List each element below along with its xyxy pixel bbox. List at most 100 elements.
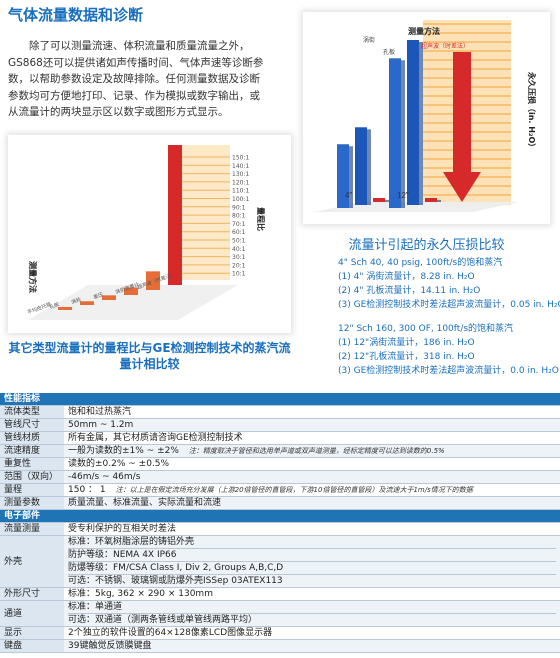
section-header: 电子部件 (0, 509, 560, 523)
decrease-arrow (443, 52, 481, 202)
spec-table: 性能指标 流体类型 饱和和过热蒸汽 管线尺寸 50mm ~ 1.2m 管线材质 所有金属，其… (0, 393, 560, 653)
row-value: 50mm ~ 1.2m (64, 418, 560, 432)
range-ratio-title: 其它类型流量计的量程比与GE检测控制技术的蒸汽流量计相比较 (8, 341, 291, 371)
row-value: 受专利保护的互相关时差法 (64, 522, 560, 536)
row-value: 2个独立的软件设置的64×128像素LCD图像显示器 (64, 626, 560, 640)
row-label: 流速精度 (0, 444, 64, 458)
row-value-line: 防护等级：NEMA 4X IP66 (68, 548, 556, 561)
row-label: 管线尺寸 (0, 418, 64, 432)
bar-1-2 (425, 198, 437, 202)
category-label-1: 12" (397, 191, 409, 200)
section-header: 性能指标 (0, 393, 560, 406)
y-tick-label: 10:1 (232, 271, 246, 278)
table-row: 流速精度 一般为读数的±1% ~ ±2% 注：精度取决于管径和选用单声道或双声道测量… (0, 444, 560, 458)
bar-2 (102, 295, 116, 300)
bar-0-1 (355, 127, 367, 205)
row-label: 外形尺寸 (0, 587, 64, 601)
row-value: 标准：5kg, 362 × 290 × 130mm (64, 587, 560, 601)
row-label: 范围（双向） (0, 470, 64, 484)
row-value-text: 所有金属，其它材质请咨询GE检测控制技术 (68, 433, 243, 443)
category-label-0: 4" (345, 191, 352, 200)
bar-side-1-1 (419, 42, 423, 205)
row-value-text: 39键触觉反馈膜键盘 (68, 641, 152, 651)
row-value-text: 2个独立的软件设置的64×128像素LCD图像显示器 (68, 628, 273, 638)
x-axis-title: 测量方法 (28, 261, 38, 293)
bar-0-2 (373, 198, 385, 202)
table-row: 通道 标准：单通道 可选：双通道（测两条管线或单管线两路平均） (0, 600, 560, 627)
bar-1 (80, 301, 94, 305)
row-value-text: 一般为读数的±1% ~ ±2% (68, 446, 179, 456)
y-tick-label: 50:1 (232, 238, 246, 245)
row-note: 注：以上是在假定流场充分发展（上游20倍管径的直管段，下游10倍管径的直管段）及… (115, 486, 473, 494)
row-label: 量程 (0, 483, 64, 497)
row-value-text: 50mm ~ 1.2m (68, 420, 134, 430)
bar-1-0 (389, 58, 401, 208)
bar-4 (146, 271, 160, 290)
series-label-3: 超声波（时差法） (421, 42, 469, 50)
section-heading: 气体流量数据和诊断 (8, 6, 144, 24)
row-value-line: 防爆等级：FM/CSA Class I, Div 2, Groups A,B,C… (68, 561, 556, 574)
section-title: 性能指标 (0, 393, 560, 406)
bar-side-1-2 (437, 200, 441, 202)
table-row: 流体类型 饱和和过热蒸汽 (0, 405, 560, 419)
row-label: 显示 (0, 626, 64, 640)
row-label: 流量测量 (0, 522, 64, 536)
note-a-2: (2) 4" 孔板流量计，14.11 in. H₂O (338, 286, 481, 296)
row-label: 流体类型 (0, 405, 64, 419)
note-b-3: (3) GE检测控制技术时差法超声波流量计，0.0 in. H₂O (338, 366, 559, 376)
bar-1-1 (407, 40, 419, 205)
row-value: 一般为读数的±1% ~ ±2% 注：精度取决于管径和选用单声道或双声道测量，经标定… (64, 444, 560, 458)
row-value: 质量流量、标准流量、实际流量和流速 (64, 496, 560, 510)
intro-paragraph: 除了可以测量流速、体积流量和质量流量之外，GS868还可以提供诸如声传播时间、气… (8, 38, 268, 121)
y-tick-label: 80:1 (232, 213, 246, 220)
row-value: 标准：单通道 可选：双通道（测两条管线或单管线两路平均） (64, 600, 560, 627)
bar-0-0 (337, 144, 349, 208)
bar-side-0-0 (349, 146, 353, 208)
y-axis-title: 永久压损（in. H₂O） (527, 71, 537, 151)
y-tick-label: 130:1 (232, 171, 249, 178)
bar-side-0-1 (367, 129, 371, 205)
table-row: 流量测量 受专利保护的互相关时差法 (0, 522, 560, 536)
row-label: 键盘 (0, 639, 64, 653)
y-tick-label: 70:1 (232, 221, 246, 228)
row-value: 饱和和过热蒸汽 (64, 405, 560, 419)
table-row: 键盘 39键触觉反馈膜键盘 (0, 639, 560, 653)
bar-5 (168, 145, 182, 285)
bar-side-0-2 (385, 200, 389, 202)
y-tick-label: 110:1 (232, 188, 249, 195)
table-row: 显示 2个独立的软件设置的64×128像素LCD图像显示器 (0, 626, 560, 640)
pressure-loss-title: 流量计引起的永久压损比较 (348, 238, 505, 253)
y-tick-label: 40:1 (232, 246, 246, 253)
y-axis-title: 量程比 (256, 207, 266, 231)
row-value: 39键触觉反馈膜键盘 (64, 639, 560, 653)
row-value-line: 可选：双通道（测两条管线或单管线两路平均） (68, 613, 556, 626)
y-tick-label: 90:1 (232, 204, 246, 211)
row-value-text: 质量流量、标准流量、实际流量和流速 (68, 498, 222, 508)
series-label-1: 涡街 (363, 36, 375, 44)
note-a-3: (3) GE检测控制技术时差法超声波流量计，0.05 in. H₂O (338, 300, 560, 310)
pressure-loss-notes: 4" Sch 40, 40 psig, 100ft/s的饱和蒸汽 (1) 4" … (338, 256, 560, 378)
row-value: 标准：环氧树脂涂层的铸铝外壳 防护等级：NEMA 4X IP66 防爆等级：FM/C… (64, 535, 560, 588)
y-tick-label: 150:1 (232, 155, 249, 162)
pressure-loss-chart-panel: 4" 12" 测量方法 永久压损（in. H₂O） 涡街 孔板 超声波（时差法） (303, 12, 550, 224)
row-value-text: 150 ： 1 (68, 485, 106, 495)
table-row: 量程 150 ： 1 注：以上是在假定流场充分发展（上游20倍管径的直管段，下游10… (0, 483, 560, 497)
row-value-text: 受专利保护的互相关时差法 (68, 524, 177, 534)
table-row: 外形尺寸 标准：5kg, 362 × 290 × 130mm (0, 587, 560, 601)
row-value: 150 ： 1 注：以上是在假定流场充分发展（上游20倍管径的直管段，下游10倍管… (64, 483, 560, 497)
intro-text: 除了可以测量流速、体积流量和质量流量之外，GS868还可以提供诸如声传播时间、气… (8, 40, 264, 118)
row-value: -46m/s ~ 46m/s (64, 470, 560, 484)
category-label-2: 涡轮 (70, 296, 82, 306)
note-b-0: 12" Sch 160, 300 OF, 100ft/s的饱和蒸汽 (338, 324, 514, 334)
bar-0 (58, 307, 72, 310)
row-note: 注：精度取决于管径和选用单声道或双声道测量，经标定精度可以达到读数的0.5% (188, 447, 445, 455)
row-value-text: 标准：5kg, 362 × 290 × 130mm (68, 589, 213, 599)
chart-floor (28, 285, 238, 320)
y-tick-label: 60:1 (232, 229, 246, 236)
range-ratio-chart-panel: 150:1 140:1 130:1 120:1 110:1 100:1 90:1 80:1 70… (8, 135, 291, 333)
table-row: 范围（双向） -46m/s ~ 46m/s (0, 470, 560, 484)
category-label-3: 差压 (92, 291, 104, 301)
table-row: 管线材质 所有金属，其它材质请咨询GE检测控制技术 (0, 431, 560, 445)
